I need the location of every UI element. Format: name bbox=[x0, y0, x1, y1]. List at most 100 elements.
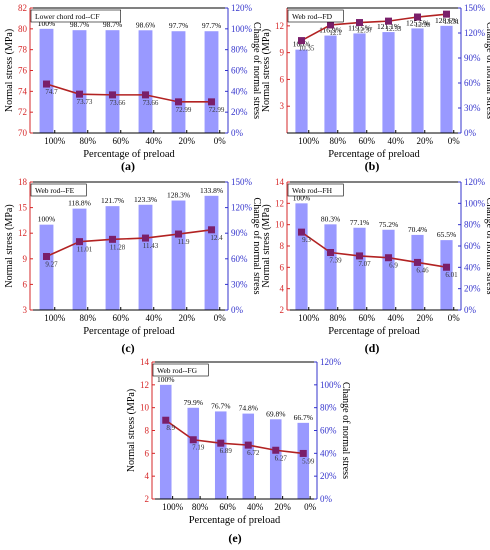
y-axis-title: Normal stress (MPa) bbox=[4, 29, 15, 112]
right-tick-label: 60% bbox=[231, 254, 248, 264]
legend-box bbox=[152, 363, 209, 377]
left-tick-label: 14 bbox=[275, 177, 285, 187]
bar bbox=[440, 25, 453, 133]
stress-line bbox=[165, 419, 304, 455]
line-marker bbox=[414, 258, 421, 266]
line-marker bbox=[217, 439, 225, 447]
bar-value-label: 133.8% bbox=[200, 186, 223, 195]
bar bbox=[295, 203, 308, 310]
x-tick-label: 80% bbox=[80, 136, 97, 146]
line-marker bbox=[414, 13, 421, 21]
left-tick-label: 70 bbox=[18, 128, 28, 138]
left-tick-label: 82 bbox=[18, 3, 27, 13]
bar-value-label: 128.3% bbox=[167, 191, 190, 200]
line-value-label: 6.72 bbox=[247, 449, 260, 457]
line-value-label: 5.99 bbox=[302, 457, 315, 465]
left-tick-label: 10 bbox=[140, 403, 150, 413]
bar-value-label: 79.9% bbox=[184, 398, 203, 407]
line-marker bbox=[299, 449, 307, 457]
y-axis-title: Normal stress (MPa) bbox=[261, 204, 272, 287]
y2-axis-title: Change of normal stress bbox=[251, 198, 262, 295]
bar bbox=[187, 407, 200, 499]
line-marker bbox=[327, 21, 334, 29]
y2-axis-title: Change of normal stress bbox=[251, 22, 262, 119]
right-tick-label: 0% bbox=[231, 128, 244, 138]
right-tick-label: 60% bbox=[464, 78, 481, 88]
bar-value-label: 97.7% bbox=[202, 21, 221, 30]
x-tick-label: 40% bbox=[247, 502, 264, 512]
left-tick-label: 3 bbox=[23, 305, 28, 315]
right-tick-label: 30% bbox=[231, 279, 248, 289]
right-tick-label: 60% bbox=[231, 66, 248, 76]
left-tick-label: 18 bbox=[18, 177, 28, 187]
right-tick-label: 120% bbox=[464, 28, 486, 38]
y-axis-title: Normal stress (MPa) bbox=[261, 29, 272, 112]
line-marker bbox=[443, 10, 450, 18]
x-tick-label: 60% bbox=[359, 313, 376, 323]
line-value-label: 6.46 bbox=[416, 266, 429, 274]
line-marker bbox=[142, 234, 149, 242]
bar bbox=[353, 33, 366, 133]
left-tick-label: 4 bbox=[145, 471, 150, 481]
line-value-label: 11.01 bbox=[77, 246, 93, 254]
line-value-label: 12.99 bbox=[415, 21, 431, 29]
y2-axis-title: Change of normal stress bbox=[340, 382, 351, 479]
right-tick-label: 80% bbox=[464, 220, 481, 230]
bar-value-label: 74.8% bbox=[239, 404, 258, 413]
bar-value-label: 98.6% bbox=[136, 20, 155, 29]
legend-title: Web rod--FH bbox=[292, 186, 333, 195]
left-tick-label: 6 bbox=[23, 279, 28, 289]
x-tick-label: 0% bbox=[214, 136, 227, 146]
x-axis-title: Percentage of preload bbox=[189, 515, 281, 526]
bar bbox=[204, 195, 219, 310]
x-tick-label: 20% bbox=[179, 313, 196, 323]
right-tick-label: 40% bbox=[231, 86, 248, 96]
right-tick-label: 150% bbox=[464, 3, 486, 13]
left-tick-label: 72 bbox=[18, 107, 27, 117]
legend-box bbox=[30, 183, 87, 197]
x-tick-label: 60% bbox=[219, 502, 236, 512]
right-tick-label: 120% bbox=[231, 203, 253, 213]
line-marker bbox=[175, 230, 182, 238]
line-value-label: 6.9 bbox=[389, 262, 398, 270]
legend-box bbox=[287, 183, 344, 197]
line-marker bbox=[356, 252, 363, 260]
right-tick-label: 0% bbox=[320, 494, 333, 504]
left-tick-label: 78 bbox=[18, 45, 28, 55]
bar-value-label: 100% bbox=[293, 193, 311, 202]
line-value-label: 73.66 bbox=[110, 99, 126, 107]
left-tick-label: 2 bbox=[280, 305, 285, 315]
legend-title: Web rod--FD bbox=[292, 12, 333, 21]
left-tick-label: 12 bbox=[18, 228, 27, 238]
left-tick-label: 8 bbox=[280, 241, 285, 251]
right-tick-label: 90% bbox=[464, 53, 481, 63]
line-marker bbox=[43, 80, 50, 88]
bar-value-label: 128.6% bbox=[435, 16, 458, 25]
line-marker bbox=[189, 436, 197, 444]
x-tick-label: 80% bbox=[192, 502, 209, 512]
bar bbox=[105, 206, 120, 310]
left-tick-label: 12 bbox=[275, 198, 284, 208]
bar bbox=[295, 49, 308, 133]
y-axis-title: Normal stress (MPa) bbox=[4, 204, 15, 287]
y2-axis-title: Change of normal stress bbox=[484, 22, 490, 119]
line-marker bbox=[208, 98, 215, 106]
x-tick-label: 80% bbox=[330, 136, 347, 146]
left-tick-label: 12 bbox=[275, 21, 284, 31]
line-marker bbox=[327, 249, 334, 257]
left-tick-label: 6 bbox=[145, 448, 150, 458]
x-tick-label: 100% bbox=[44, 313, 66, 323]
x-axis-title: Percentage of preload bbox=[328, 149, 420, 160]
left-tick-label: 80 bbox=[18, 24, 28, 34]
bar-value-label: 70.4% bbox=[408, 225, 427, 234]
bar bbox=[39, 224, 54, 310]
bar-value-label: 75.2% bbox=[379, 220, 398, 229]
bar-value-label: 100% bbox=[157, 375, 175, 384]
line-value-label: 12.53 bbox=[386, 25, 402, 33]
left-tick-label: 8 bbox=[145, 426, 150, 436]
line-marker bbox=[162, 416, 170, 424]
line-value-label: 9.3 bbox=[302, 236, 311, 244]
x-tick-label: 100% bbox=[162, 502, 184, 512]
line-marker bbox=[109, 91, 116, 99]
bar bbox=[171, 200, 186, 310]
